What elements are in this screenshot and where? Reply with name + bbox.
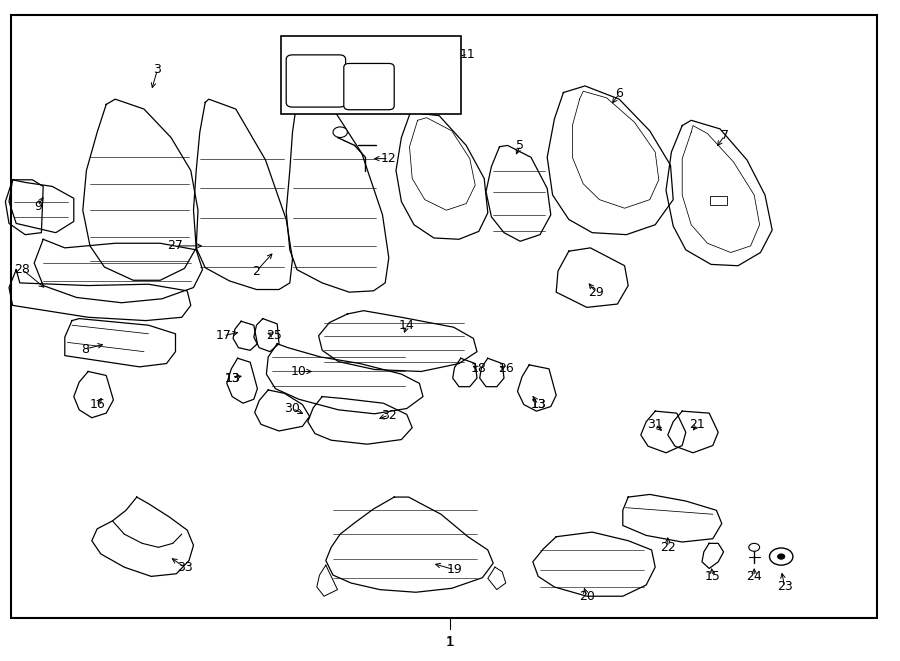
Circle shape xyxy=(333,127,347,137)
Text: 11: 11 xyxy=(460,48,476,61)
Text: 6: 6 xyxy=(616,87,623,100)
Bar xyxy=(281,36,461,114)
Text: 15: 15 xyxy=(705,570,721,583)
Text: 26: 26 xyxy=(498,362,514,375)
Text: 33: 33 xyxy=(176,561,193,574)
Bar xyxy=(710,196,727,205)
Text: 4: 4 xyxy=(448,87,455,100)
Text: 22: 22 xyxy=(660,541,676,554)
Text: 24: 24 xyxy=(746,570,762,583)
Text: 13: 13 xyxy=(530,398,546,411)
Circle shape xyxy=(749,543,760,551)
Text: 5: 5 xyxy=(517,139,524,152)
Text: 13: 13 xyxy=(530,398,546,411)
Text: 13: 13 xyxy=(224,371,240,385)
Text: 2: 2 xyxy=(253,264,260,278)
Text: 27: 27 xyxy=(167,239,184,253)
Text: 29: 29 xyxy=(588,286,604,299)
Text: 31: 31 xyxy=(647,418,663,431)
Text: 23: 23 xyxy=(777,580,793,594)
Text: 20: 20 xyxy=(579,590,595,603)
Text: 32: 32 xyxy=(381,408,397,422)
Text: 21: 21 xyxy=(689,418,706,431)
Text: 8: 8 xyxy=(82,342,89,356)
Text: 28: 28 xyxy=(14,263,31,276)
Text: 13: 13 xyxy=(224,371,240,385)
FancyBboxPatch shape xyxy=(344,63,394,110)
Text: 30: 30 xyxy=(284,402,301,415)
Text: 18: 18 xyxy=(471,362,487,375)
Text: 7: 7 xyxy=(721,129,728,142)
FancyBboxPatch shape xyxy=(286,55,346,107)
Text: 12: 12 xyxy=(381,152,397,165)
Text: 19: 19 xyxy=(446,563,463,576)
Circle shape xyxy=(778,554,785,559)
Text: 14: 14 xyxy=(399,319,415,332)
Text: 16: 16 xyxy=(89,398,105,411)
Text: 1: 1 xyxy=(446,636,454,649)
Text: 17: 17 xyxy=(215,329,231,342)
Circle shape xyxy=(770,548,793,565)
Text: 25: 25 xyxy=(266,329,283,342)
Text: 10: 10 xyxy=(291,365,307,378)
Text: 1: 1 xyxy=(446,635,454,650)
Text: 9: 9 xyxy=(34,200,41,213)
Text: 3: 3 xyxy=(154,63,161,76)
